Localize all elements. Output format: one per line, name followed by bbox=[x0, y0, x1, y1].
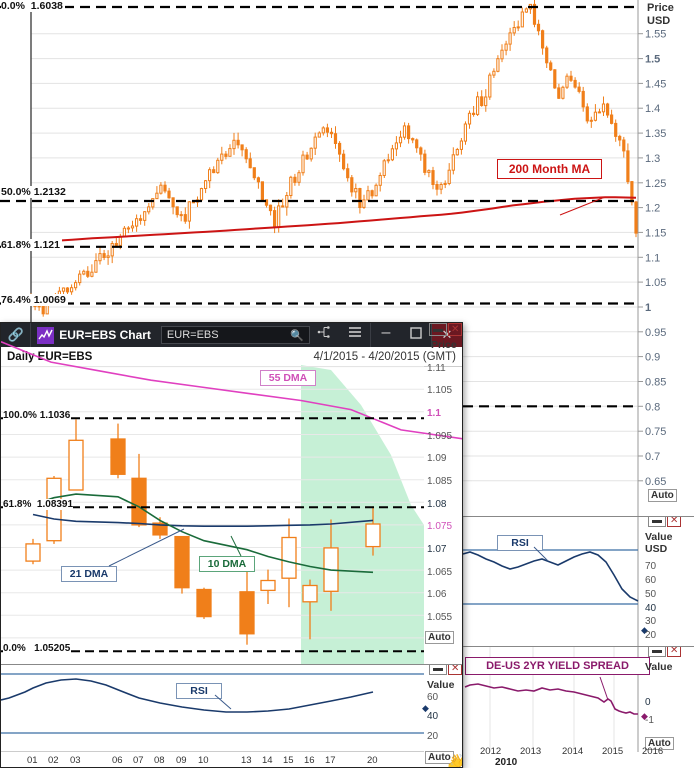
svg-text:1: 1 bbox=[645, 302, 651, 314]
svg-text:0.7: 0.7 bbox=[645, 451, 660, 463]
svg-text:0.95: 0.95 bbox=[645, 327, 666, 339]
svg-text:1.35: 1.35 bbox=[645, 128, 666, 140]
svg-text:1.15: 1.15 bbox=[645, 227, 666, 239]
svg-text:1.25: 1.25 bbox=[645, 178, 666, 190]
svg-text:1.3: 1.3 bbox=[645, 153, 660, 165]
svg-text:1.5: 1.5 bbox=[645, 54, 660, 66]
svg-text:0.8: 0.8 bbox=[645, 401, 660, 413]
svg-text:1.1: 1.1 bbox=[645, 252, 660, 264]
svg-text:1.55: 1.55 bbox=[645, 29, 666, 41]
svg-text:0.75: 0.75 bbox=[645, 426, 666, 438]
svg-text:0.9: 0.9 bbox=[645, 352, 660, 364]
svg-text:0.65: 0.65 bbox=[645, 476, 666, 488]
svg-text:1.4: 1.4 bbox=[645, 103, 660, 115]
svg-text:1.45: 1.45 bbox=[645, 78, 666, 90]
svg-text:1.2: 1.2 bbox=[645, 203, 660, 215]
svg-text:0.85: 0.85 bbox=[645, 377, 666, 389]
svg-text:1.05: 1.05 bbox=[645, 277, 666, 289]
